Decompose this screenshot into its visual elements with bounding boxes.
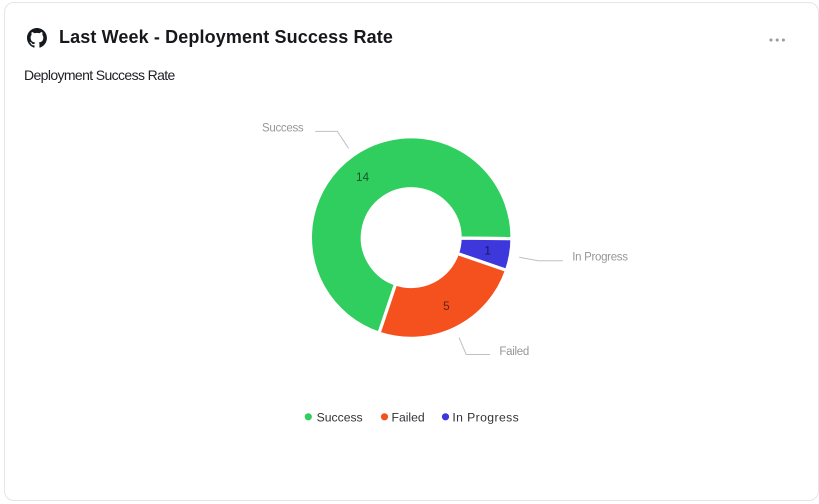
svg-text:Success: Success — [262, 123, 304, 135]
svg-text:1: 1 — [484, 244, 491, 258]
svg-text:14: 14 — [356, 170, 370, 184]
svg-text:Success: Success — [317, 410, 363, 424]
svg-text:In Progress: In Progress — [452, 410, 519, 424]
svg-text:5: 5 — [443, 299, 450, 313]
svg-text:Failed: Failed — [499, 346, 529, 358]
svg-text:In Progress: In Progress — [572, 251, 628, 263]
svg-text:Failed: Failed — [392, 410, 425, 424]
